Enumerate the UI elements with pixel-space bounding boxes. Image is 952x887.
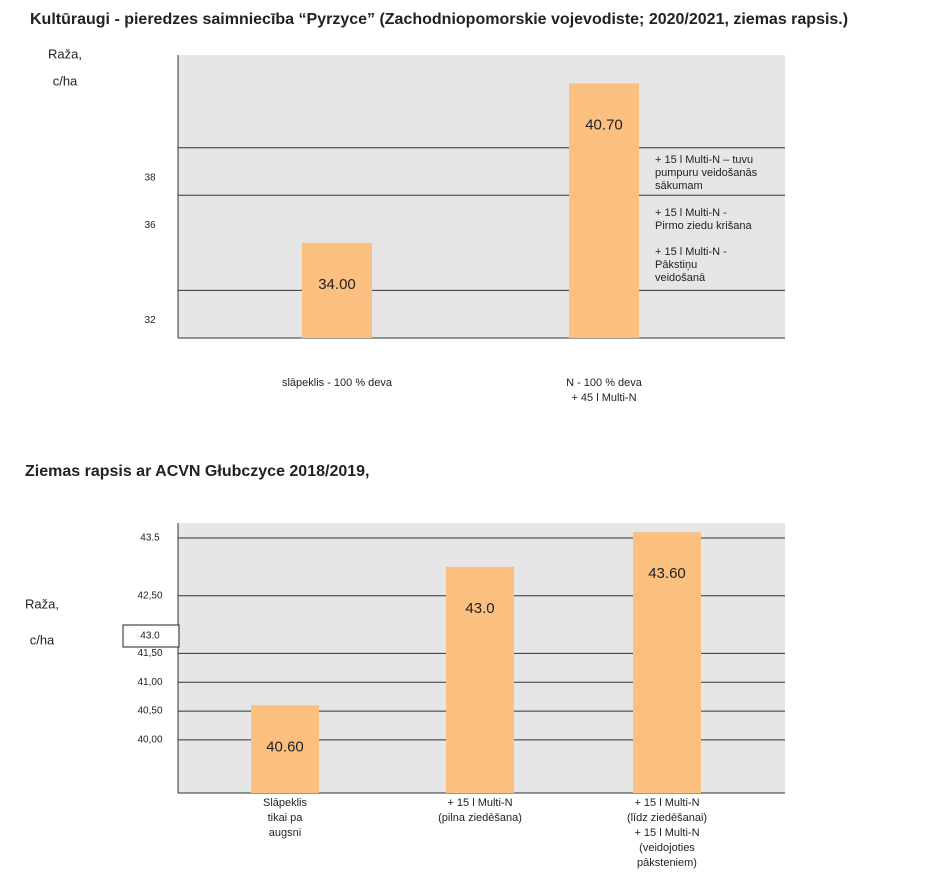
x-tick-label: tikai pa [268,812,304,824]
y-axis-label: Raža, [25,596,59,611]
x-tick-label: pāksteniem) [637,857,697,869]
value-label: 40.70 [585,117,623,134]
y-tick-label: 40,00 [137,735,162,746]
bar [446,566,514,793]
x-tick-label: + 15 l Multi-N [447,797,512,809]
value-label: 43.0 [465,600,494,617]
y-tick-label: 43.5 [140,533,160,544]
x-tick-label: (līdz ziedēšanai) [627,812,707,824]
y-tick-label: 40,50 [137,706,162,717]
x-tick-label: augsni [269,827,301,839]
y-tick-label: 41,00 [137,677,162,688]
y-tick-label: 36 [144,220,156,231]
y-tick-label: 32 [144,315,156,326]
label-box [122,624,180,648]
value-label: 34.00 [318,276,356,293]
bar [251,705,319,793]
annotation: veidošanā [655,272,706,284]
boxed-label: 43.0 [140,631,160,642]
y-tick-label: 38 [144,172,156,183]
annotation: + 15 l Multi-N – tuvu [655,154,753,166]
chart-title: Kultūraugi - pieredzes saimniecība “Pyrz… [30,11,848,28]
y-axis-label: c/ha [53,73,78,88]
x-tick-label: + 15 l Multi-N [634,827,699,839]
bar [302,242,372,338]
y-tick-label: 42,50 [137,590,162,601]
annotation: Pākstiņu [655,259,697,271]
chart-title: Ziemas rapsis ar ACVN Głubczyce 2018/201… [25,463,369,480]
value-label: 43.60 [648,565,686,582]
x-tick-label: + 45 l Multi-N [571,392,636,404]
annotation: sākumam [655,180,703,192]
annotation: + 15 l Multi-N - [655,246,727,258]
plot-area [178,55,785,338]
annotation: + 15 l Multi-N - [655,207,727,219]
value-label: 40.60 [266,738,304,755]
x-tick-label: (pilna ziedēšana) [438,812,522,824]
x-tick-label: N - 100 % deva [566,377,643,389]
y-tick-label: 41,50 [137,648,162,659]
x-tick-label: (veidojoties [639,842,695,854]
annotation: pumpuru veidošanās [655,167,758,179]
bar [633,532,701,793]
x-tick-label: + 15 l Multi-N [634,797,699,809]
y-axis-label: Raža, [48,46,82,61]
y-axis-label: c/ha [30,632,55,647]
annotation: Pirmo ziedu krišana [655,220,752,232]
bar [569,83,639,339]
x-tick-label: slāpeklis - 100 % deva [282,377,393,389]
x-tick-label: Slāpeklis [263,797,308,809]
